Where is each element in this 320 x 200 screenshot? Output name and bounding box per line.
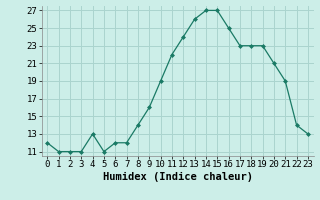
X-axis label: Humidex (Indice chaleur): Humidex (Indice chaleur) xyxy=(103,172,252,182)
